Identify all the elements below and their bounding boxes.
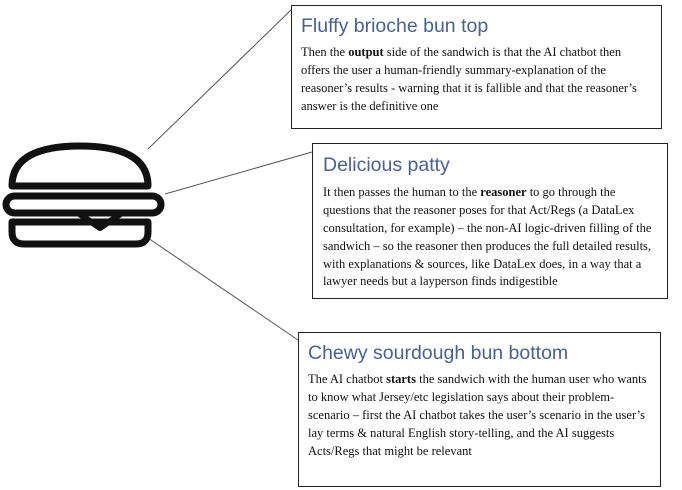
body-bold-text: reasoner: [480, 185, 527, 200]
callout-body: It then passes the human to the reasoner…: [323, 184, 657, 291]
callout-body: The AI chatbot starts the sandwich with …: [308, 371, 651, 460]
connector-top: [147, 9, 292, 150]
callout-bun-top: Fluffy brioche bun top Then the output s…: [291, 5, 662, 129]
body-bold-text: starts: [386, 372, 416, 387]
connector-bot: [147, 237, 299, 341]
body-text: the sandwich with the human user who wan…: [308, 372, 647, 458]
bun-bottom-shape: [8, 218, 152, 248]
body-bold-text: output: [348, 45, 384, 60]
body-text: Then the: [301, 45, 349, 60]
cheese-shape: [76, 210, 124, 231]
callout-patty: Delicious patty It then passes the human…: [312, 143, 668, 299]
callout-title: Chewy sourdough bun bottom: [308, 342, 569, 364]
patty-shape: [2, 192, 165, 217]
callout-title: Delicious patty: [323, 154, 450, 176]
callout-body: Then the output side of the sandwich is …: [301, 44, 652, 115]
body-text: to go through the questions that the rea…: [323, 185, 652, 289]
body-text: It then passes the human to the: [323, 185, 481, 200]
callout-title: Fluffy brioche bun top: [301, 15, 489, 37]
callout-bun-bottom: Chewy sourdough bun bottom The AI chatbo…: [298, 332, 661, 487]
burger-icon: [2, 142, 165, 248]
connector-mid: [164, 151, 313, 195]
body-text: side of the sandwich is that the AI chat…: [301, 45, 637, 113]
bun-top-shape: [8, 142, 152, 190]
body-text: The AI chatbot: [308, 372, 387, 387]
